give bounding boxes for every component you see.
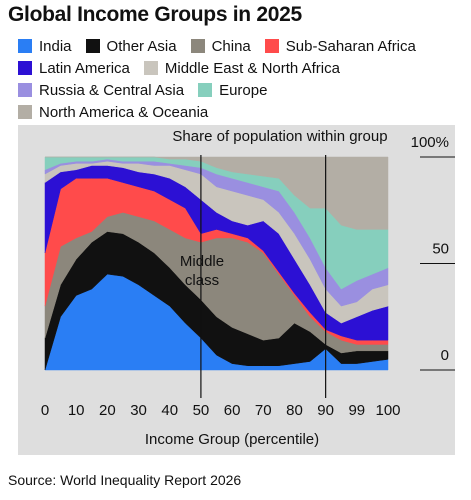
legend-swatch [198, 83, 213, 97]
x-tick-label: 80 [286, 402, 303, 419]
legend-label: Russia & Central Asia [39, 81, 185, 99]
x-tick-label: 20 [99, 402, 116, 419]
areas [44, 156, 389, 371]
annotation: Share of population within group [172, 128, 387, 145]
x-tick-label: 100 [375, 402, 400, 419]
y-tick-label: 0 [441, 347, 449, 364]
legend-swatch [190, 39, 205, 53]
legend-swatch [143, 61, 158, 75]
legend-item: North America & Oceania [18, 103, 208, 121]
legend-item: China [190, 37, 251, 55]
chart-title: Global Income Groups in 2025 [8, 3, 302, 26]
x-tick-label: 60 [224, 402, 241, 419]
legend-swatch [18, 61, 32, 75]
highlight-label: Middle class [179, 253, 225, 289]
x-tick-label: 70 [255, 402, 272, 419]
legend-label: Latin America [39, 59, 130, 77]
x-tick-label: 10 [68, 402, 85, 419]
legend-item: India [18, 37, 72, 55]
x-tick-label: 50 [193, 402, 210, 419]
source: Source: World Inequality Report 2026 [8, 472, 242, 488]
legend-item: Europe [198, 81, 267, 99]
legend-label: India [39, 37, 72, 55]
y-tick-label: 100% [411, 134, 449, 151]
legend-item: Sub-Saharan Africa [264, 37, 416, 55]
legend-item: Middle East & North Africa [143, 59, 340, 77]
legend-label: Sub-Saharan Africa [285, 37, 416, 55]
legend: India Other Asia China Sub-Saharan Africa La… [18, 37, 458, 121]
legend-swatch [18, 83, 32, 97]
area [45, 156, 389, 230]
legend-swatch [85, 39, 100, 53]
legend-item: Latin America [18, 59, 130, 77]
x-tick-label: 90 [317, 402, 334, 419]
legend-item: Russia & Central Asia [18, 81, 184, 99]
legend-swatch [18, 105, 32, 119]
legend-swatch [18, 39, 32, 53]
legend-item: Other Asia [85, 37, 177, 55]
x-axis-label: Income Group (percentile) [145, 431, 319, 448]
x-tick-label: 30 [130, 402, 147, 419]
x-tick-label: 99 [348, 402, 365, 419]
y-tick-label: 50 [432, 241, 449, 258]
legend-label: China [211, 37, 251, 55]
legend-label: Middle East & North Africa [164, 59, 340, 77]
legend-label: North America & Oceania [39, 103, 209, 121]
x-tick-label: 0 [41, 402, 49, 419]
x-tick-label: 40 [161, 402, 178, 419]
legend-label: Europe [219, 81, 268, 99]
legend-swatch [264, 39, 279, 53]
legend-label: Other Asia [106, 37, 177, 55]
